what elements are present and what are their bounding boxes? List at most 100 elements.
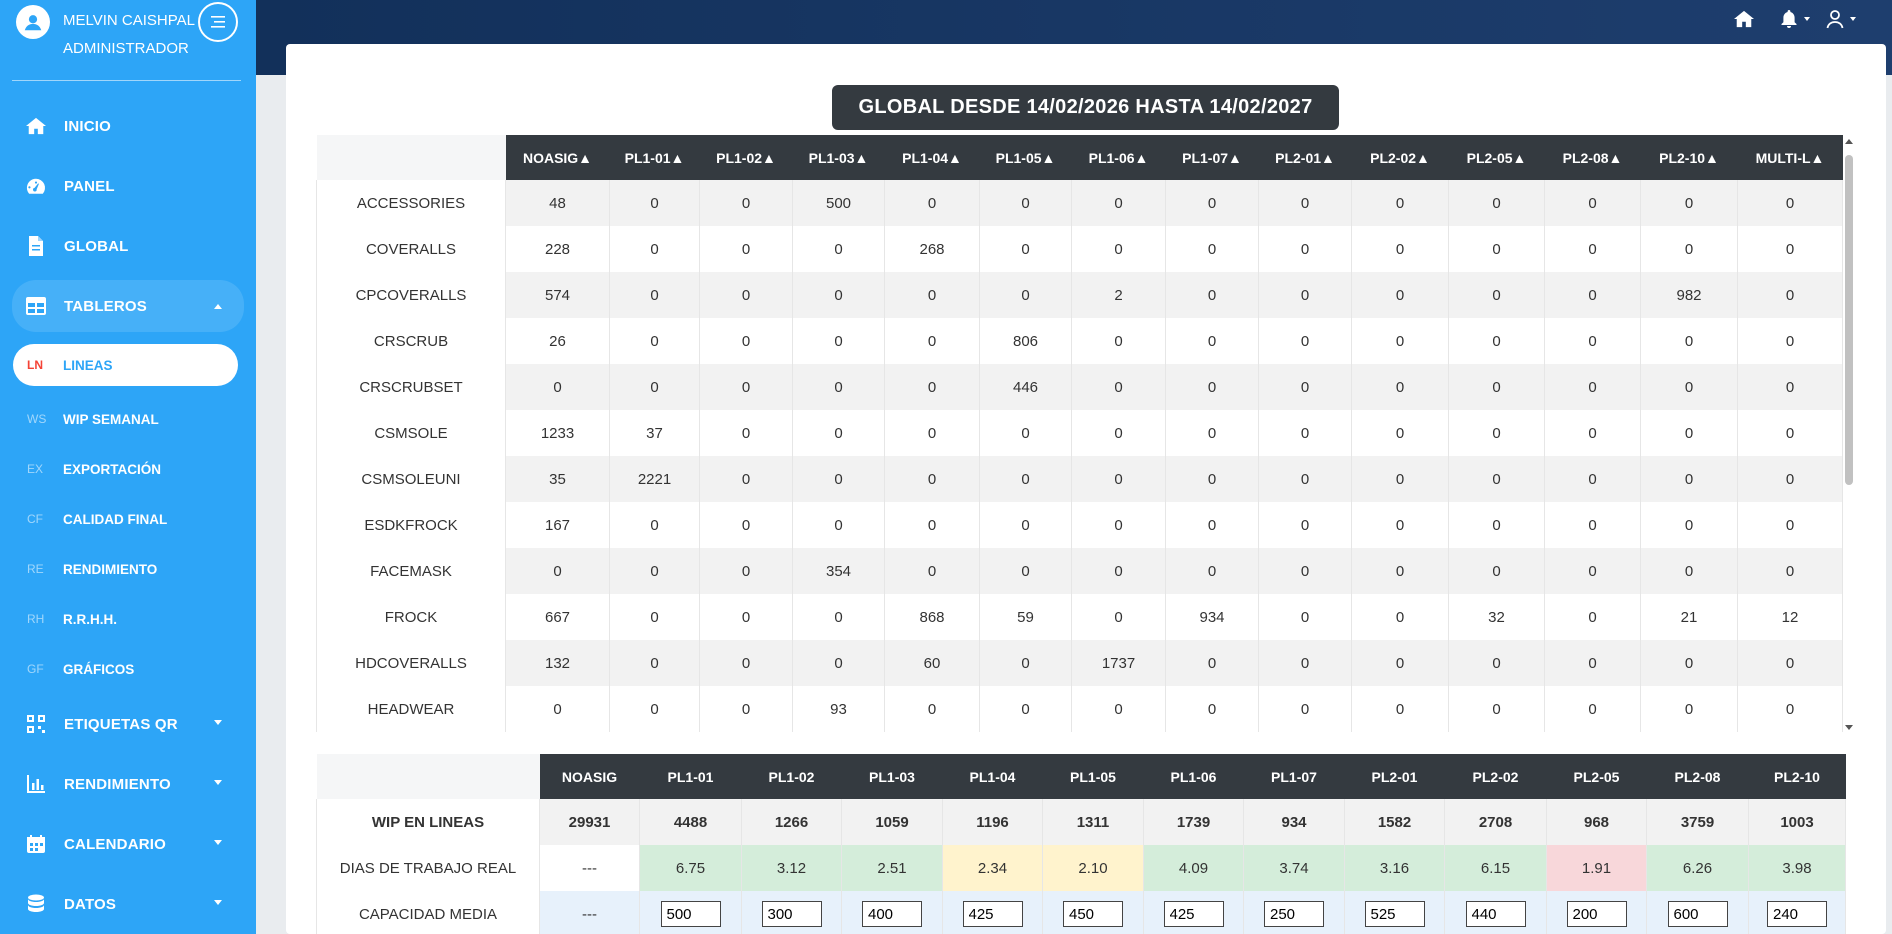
table-header-row: TIPO NOASIG▲ PL1-01▲ PL1-02▲ PL1-03▲ PL1… [316, 135, 1843, 180]
table-cell: 0 [1165, 226, 1259, 272]
col-header[interactable]: PL1-03▲ [792, 135, 885, 180]
table-cell: 132 [505, 640, 610, 686]
subnav-abbr: RH [27, 612, 45, 626]
nav-item-etiquetas-qr[interactable]: ETIQUETAS QR [0, 694, 256, 754]
nav-item-tableros[interactable]: TABLEROS [12, 280, 244, 332]
menu-toggle-button[interactable] [198, 2, 238, 42]
col-header: PL2-01 [1344, 754, 1445, 799]
col-header[interactable]: PL1-04▲ [884, 135, 980, 180]
table-cell: 12 [1737, 594, 1843, 640]
table-cell: 0 [1258, 640, 1352, 686]
table-scrollbar[interactable] [1842, 135, 1856, 732]
table-cell: 0 [1258, 364, 1352, 410]
bell-icon [1781, 10, 1797, 28]
summary-row-capacidad: CAPACIDAD MEDIA --- [316, 891, 1846, 934]
subnav-item-rrhh[interactable]: RH R.R.H.H. [0, 594, 256, 644]
user-avatar-icon[interactable] [16, 5, 50, 39]
table-cell: 0 [1071, 686, 1166, 732]
sidebar-divider [12, 80, 241, 81]
summary-cell: 1266 [741, 799, 842, 845]
col-header[interactable]: PL1-01▲ [609, 135, 700, 180]
capacity-input[interactable] [761, 901, 822, 927]
table-cell: 0 [1448, 318, 1545, 364]
subnav-item-lineas[interactable]: LN LINEAS [13, 344, 238, 386]
notifications-button[interactable] [1780, 8, 1810, 30]
corner-header: TIPO [316, 135, 506, 180]
col-header[interactable]: PL1-02▲ [699, 135, 793, 180]
subnav-item-wip-semanal[interactable]: WS WIP SEMANAL [0, 394, 256, 444]
scrollbar-thumb[interactable] [1845, 155, 1853, 485]
col-header[interactable]: PL1-05▲ [979, 135, 1072, 180]
scroll-up-icon[interactable] [1845, 139, 1853, 144]
capacity-input[interactable] [1465, 901, 1526, 927]
summary-cell: 1582 [1344, 799, 1445, 845]
summary-cell: 3.98 [1748, 845, 1846, 891]
capacity-input[interactable] [1264, 901, 1324, 927]
row-label: HEADWEAR [316, 686, 506, 732]
summary-cell: 3.74 [1243, 845, 1345, 891]
capacity-input[interactable] [660, 901, 721, 927]
nav-item-global[interactable]: GLOBAL [0, 216, 256, 276]
capacity-input[interactable] [1566, 901, 1627, 927]
nav-item-panel[interactable]: PANEL [0, 156, 256, 216]
subnav-item-rendimiento[interactable]: RE RENDIMIENTO [0, 544, 256, 594]
nav-label: GLOBAL [64, 237, 129, 255]
nav-item-datos[interactable]: DATOS [0, 874, 256, 934]
tableros-submenu: LN LINEAS WS WIP SEMANAL EX EXPORTACIÓN … [0, 344, 256, 694]
table-cell: 0 [979, 686, 1072, 732]
capacity-input[interactable] [862, 901, 922, 927]
table-row: FACEMASK 0 0 0 354 0 0 0 0 0 0 0 0 0 0 [316, 548, 1843, 594]
table-cell: 32 [1448, 594, 1545, 640]
table-cell: 0 [1640, 456, 1738, 502]
subnav-label: CALIDAD FINAL [63, 511, 168, 527]
nav-label: TABLEROS [64, 297, 147, 315]
scroll-down-icon[interactable] [1845, 725, 1853, 730]
user-menu-button[interactable] [1826, 8, 1856, 30]
table-cell: 0 [792, 410, 885, 456]
col-header[interactable]: PL2-01▲ [1258, 135, 1352, 180]
capacity-input[interactable] [1767, 901, 1827, 927]
summary-cell: 1196 [942, 799, 1043, 845]
capacity-input[interactable] [1364, 901, 1425, 927]
col-header[interactable]: PL2-02▲ [1351, 135, 1449, 180]
capacity-input[interactable] [1163, 901, 1224, 927]
table-cell: 0 [1071, 226, 1166, 272]
table-row: CRSCRUBSET 0 0 0 0 0 446 0 0 0 0 0 0 0 0 [316, 364, 1843, 410]
col-header[interactable]: PL1-07▲ [1165, 135, 1259, 180]
nav-label: PANEL [64, 177, 115, 195]
table-cell: 0 [1351, 180, 1449, 226]
subnav-item-exportacion[interactable]: EX EXPORTACIÓN [0, 444, 256, 494]
table-cell: 0 [1165, 456, 1259, 502]
col-header[interactable]: PL2-10▲ [1640, 135, 1738, 180]
subnav-item-calidad-final[interactable]: CF CALIDAD FINAL [0, 494, 256, 544]
col-header[interactable]: NOASIG▲ [505, 135, 610, 180]
row-label: CPCOVERALLS [316, 272, 506, 318]
col-header[interactable]: MULTI-L▲ [1737, 135, 1843, 180]
capacity-input[interactable] [962, 901, 1023, 927]
col-header[interactable]: PL1-06▲ [1071, 135, 1166, 180]
table-cell: 0 [1165, 272, 1259, 318]
table-cell: 0 [699, 686, 793, 732]
table-cell: 0 [1544, 180, 1641, 226]
col-header[interactable]: PL2-08▲ [1544, 135, 1641, 180]
capacity-input[interactable] [1667, 901, 1728, 927]
table-cell: 0 [1258, 180, 1352, 226]
table-cell: 0 [505, 364, 610, 410]
home-button[interactable] [1733, 8, 1755, 30]
table-cell: 0 [1640, 226, 1738, 272]
nav-item-rendimiento[interactable]: RENDIMIENTO [0, 754, 256, 814]
table-cell: 0 [1737, 272, 1843, 318]
table-cell: 0 [884, 272, 980, 318]
nav-item-calendario[interactable]: CALENDARIO [0, 814, 256, 874]
table-cell: 0 [1258, 594, 1352, 640]
summary-cell: 2708 [1444, 799, 1547, 845]
table-cell: 982 [1640, 272, 1738, 318]
subnav-item-graficos[interactable]: GF GRÁFICOS [0, 644, 256, 694]
capacity-input[interactable] [1063, 901, 1123, 927]
col-header[interactable]: PL2-05▲ [1448, 135, 1545, 180]
table-cell: 0 [1071, 180, 1166, 226]
table-cell: 0 [1544, 686, 1641, 732]
capacity-cell [1646, 891, 1749, 934]
summary-cell: 3.12 [741, 845, 842, 891]
nav-item-inicio[interactable]: INICIO [0, 96, 256, 156]
